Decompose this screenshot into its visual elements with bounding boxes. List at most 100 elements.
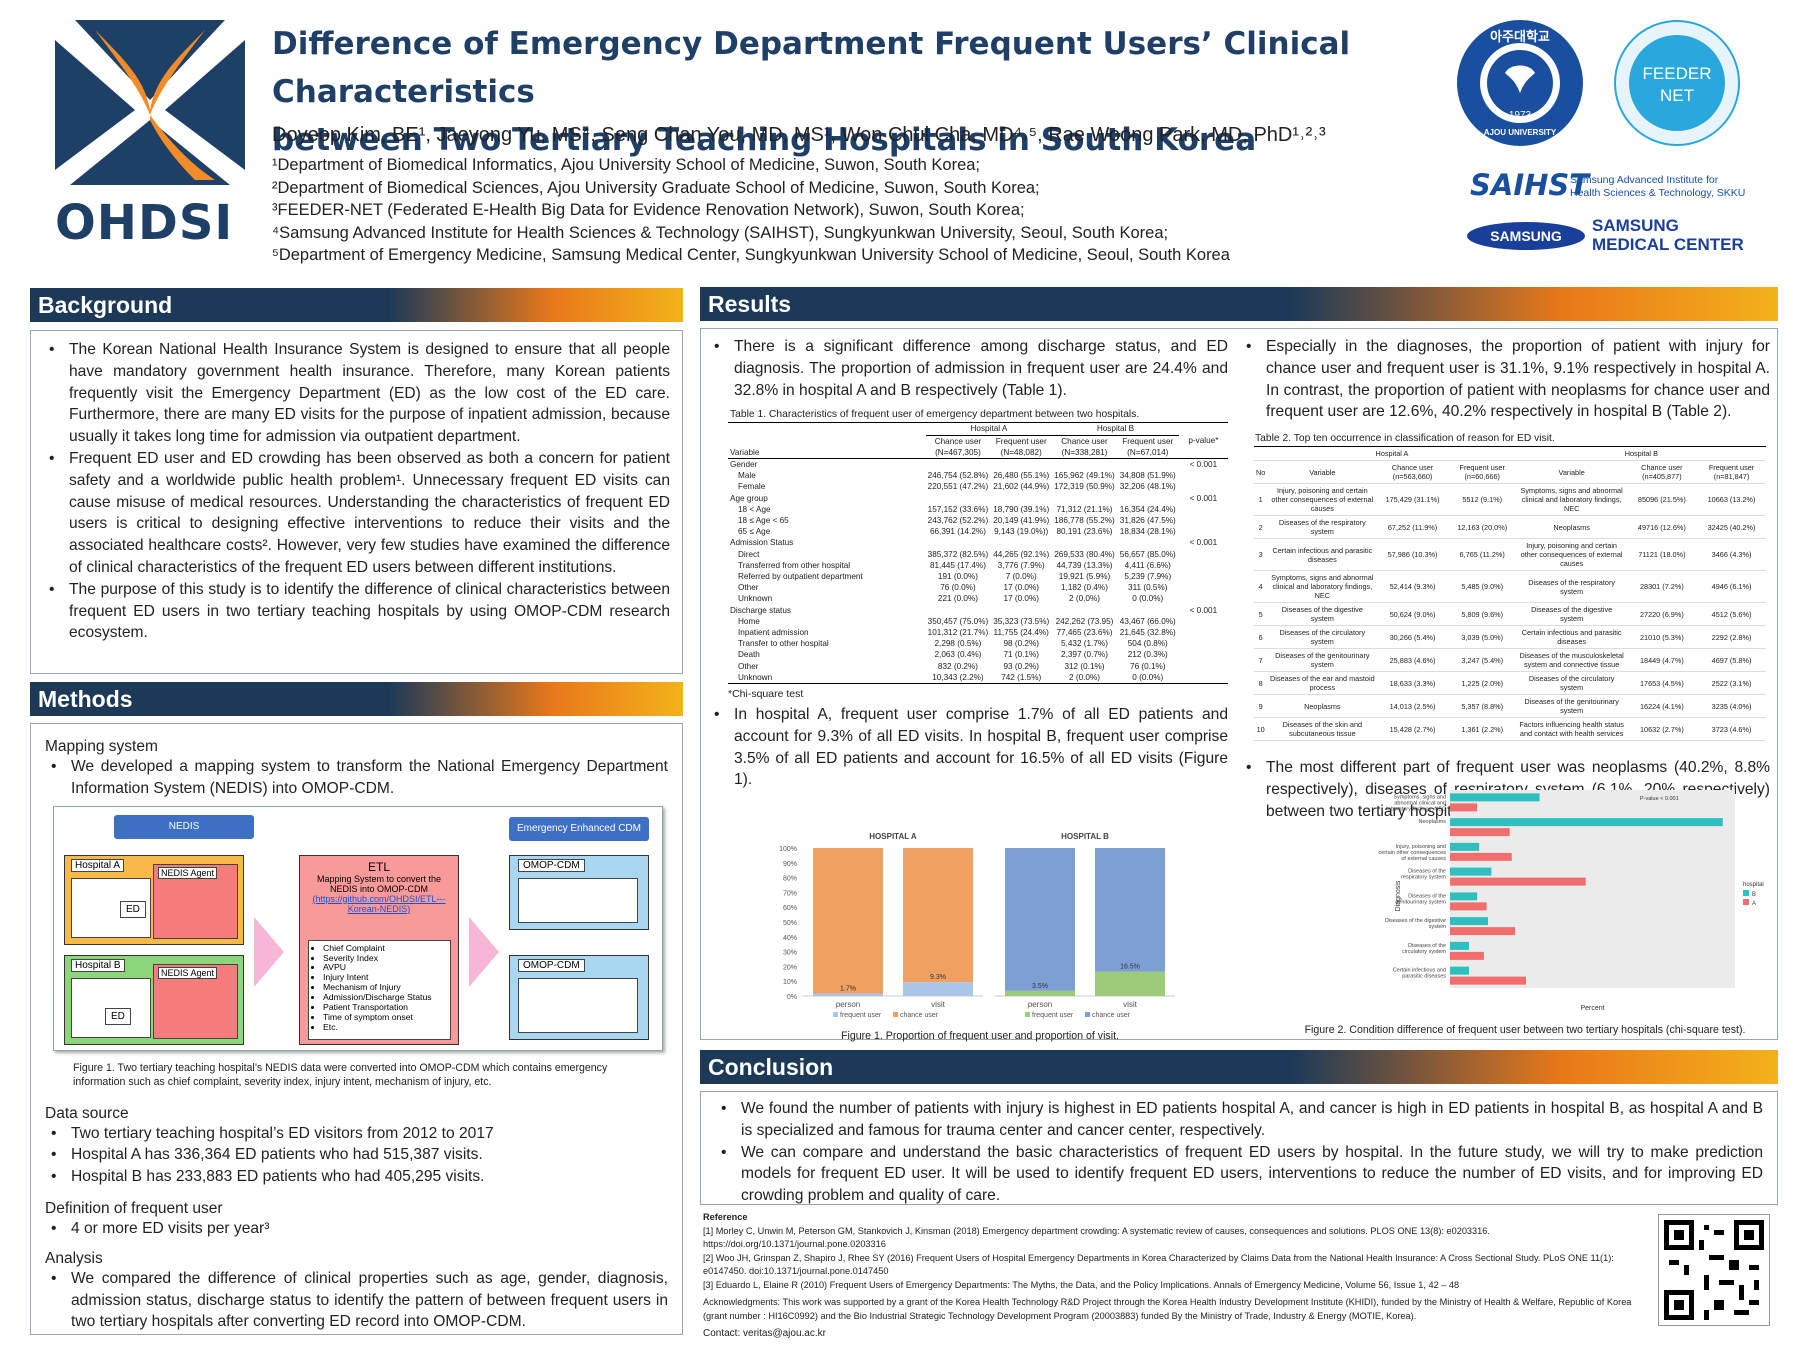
etl-link[interactable]: (https://github.com/OHDSI/ETL---Korean-N…: [312, 893, 446, 914]
table1-cell: 31,826 (47.5%): [1119, 516, 1176, 526]
x-tick-label: person: [1028, 1000, 1052, 1009]
etl-title: ETL: [367, 859, 390, 874]
table1-cell: 0 (0.0%): [1132, 672, 1164, 682]
x-tick-label: visit: [931, 1000, 946, 1009]
table1-hosp-a: Hospital A: [925, 422, 1053, 436]
bar-hospital-b: [1450, 966, 1469, 975]
etl-item: Mechanism of Injury: [323, 982, 446, 993]
table1-col: Frequent user (N=67,014): [1122, 436, 1174, 457]
poster-title: Difference of Emergency Department Frequ…: [272, 20, 1472, 164]
table2-cell: Neoplasms: [1516, 515, 1627, 540]
table1-cell: 34,808 (51.9%): [1119, 471, 1176, 481]
table2-cell: 12,163 (20.0%): [1447, 515, 1517, 540]
feedernet-text-1: FEEDER: [1642, 64, 1712, 83]
references: Reference [1] Morley C, Unwin M, Peterso…: [703, 1211, 1651, 1341]
y-axis-label: Diagnosis: [1395, 880, 1402, 911]
table2-cell: 18449 (4.7%): [1626, 648, 1698, 673]
table1-cell: < 0.001: [1189, 605, 1218, 615]
data-label: 16.5%: [1120, 964, 1140, 971]
bar-hospital-a: [1450, 927, 1516, 936]
table1-cell: Inpatient admission: [738, 628, 809, 638]
etl-item: Injury Intent: [323, 972, 446, 983]
results-bullet-2: In hospital A, frequent user comprise 1.…: [708, 704, 1228, 791]
bar-hospital-a: [1450, 852, 1512, 861]
table1-cell: 2 (0.0%): [1069, 672, 1100, 682]
table2-row: 1 Injury, poisoning and certain other con…: [1254, 483, 1766, 517]
table1-cell: [1179, 582, 1228, 593]
contact[interactable]: Contact: veritas@ajou.ac.kr: [703, 1328, 826, 1339]
table2-cell: 3,247 (5.4%): [1447, 648, 1517, 673]
etl-items: Chief Complaint Severity Index AVPU Inju…: [308, 939, 451, 1040]
table1-cell: 246,754 (52.8%): [927, 471, 989, 481]
table1-cell: Transferred from other hospital: [738, 560, 851, 570]
table2-cell: 10663 (13.2%): [1697, 483, 1766, 517]
table2-cell: 4946 (6.1%): [1697, 570, 1766, 604]
table1-cell: 269,533 (80.4%): [1054, 549, 1115, 559]
table2-cell: Symptoms, signs and abnormal clinical an…: [1516, 483, 1627, 517]
y-tick-label: 90%: [783, 861, 797, 868]
table1-cell: 504 (0.8%): [1127, 639, 1168, 649]
table2-freq-b: Frequent user (n=81,847): [1697, 460, 1766, 485]
ajou-year: 1973: [1508, 110, 1532, 121]
table1-cell: [926, 493, 991, 504]
table1-cell: 21,645 (32.8%): [1119, 628, 1176, 638]
bar-hospital-b: [1450, 892, 1478, 901]
table2-cell: 175,429 (31.1%): [1377, 483, 1448, 517]
table1-cell: [1052, 459, 1117, 471]
samsung-logo: SAMSUNG: [1467, 222, 1585, 250]
table1-cell: Age group: [730, 493, 768, 503]
title-line-1: Difference of Emergency Department Frequ…: [272, 26, 1351, 110]
table1-cell: 71 (0.1%): [1003, 650, 1039, 660]
table2-cell: 30,266 (5.4%): [1377, 625, 1448, 650]
table2-cell: 85096 (21.5%): [1626, 483, 1698, 517]
table2-cell: Diseases of the respiratory system: [1267, 515, 1378, 540]
table1-cell: 35,323 (73.5%): [993, 616, 1050, 626]
table2-cell: Certain infectious and parasitic disease…: [1516, 625, 1627, 650]
table1-cell: Admission Status: [730, 538, 794, 548]
table1-row: 18 < Age 157,152 (33.6%) 18,790 (39.1%) 71,…: [728, 504, 1228, 515]
table1-cell: 7 (0.0%): [1005, 572, 1037, 582]
table1-row: Unknown 221 (0.0%) 17 (0.0%) 2 (0.0%) 0 (0.0…: [728, 593, 1228, 604]
legend-swatch: [1743, 890, 1749, 896]
table1-cell: 312 (0.1%): [1064, 661, 1105, 671]
table1-cell: 9,143 (19.0%)): [994, 527, 1049, 537]
table1-cell: [1052, 605, 1117, 616]
bar-hospital-a: [1450, 976, 1526, 985]
table1-col: Frequent user (N=48,082): [995, 436, 1047, 457]
table1-cell: 350,457 (75.0%): [927, 616, 989, 626]
table1-cell: 93 (0.2%): [1003, 661, 1039, 671]
x-tick-label: visit: [1123, 1000, 1138, 1009]
legend-label: chance user: [1092, 1012, 1131, 1019]
table1-cell: 186,778 (55.2%): [1054, 516, 1115, 526]
table1-cell: Home: [738, 616, 760, 626]
table2-cell: 2: [1254, 515, 1268, 540]
etl-item: Chief Complaint: [323, 943, 446, 954]
etl-desc: Mapping System to convert the NEDIS into…: [316, 873, 442, 894]
table1-cell: 26,480 (55.1%): [993, 471, 1050, 481]
table2-caption: Table 2. Top ten occurrence in classific…: [1255, 433, 1555, 445]
data-source-bullet: Hospital B has 233,883 ED patients who h…: [45, 1166, 668, 1188]
table1-cell: [990, 537, 1052, 548]
table1-col: Chance user (N=338,281): [1061, 436, 1108, 457]
table2-cell: Diseases of the genitourinary system: [1516, 694, 1627, 719]
reference-title: Reference: [703, 1212, 748, 1222]
table1-cell: [1179, 549, 1228, 560]
table1-cell: [1179, 560, 1228, 571]
table1-cell: 20,149 (41.9%): [993, 516, 1050, 526]
affiliation-3: ³FEEDER-NET (Federated E-Health Big Data…: [272, 201, 1025, 220]
nedis-label: NEDIS: [114, 814, 254, 839]
legend-label: A: [1752, 901, 1756, 907]
table1-cell: [926, 459, 991, 471]
table2-cell: 16224 (4.1%): [1626, 694, 1698, 719]
qr-code-icon[interactable]: [1658, 1214, 1770, 1326]
bar-hospital-b: [1450, 818, 1723, 827]
results-left: There is a significant difference among …: [708, 336, 1228, 791]
results-box: [700, 328, 1778, 1040]
y-tick-label: Neoplasms: [1418, 819, 1446, 825]
legend-swatch: [833, 1012, 838, 1017]
results-bullet-3: Especially in the diagnoses, the proport…: [1240, 336, 1770, 423]
table2-cell: 2292 (2.8%): [1697, 625, 1766, 650]
background-heading: Background: [30, 288, 683, 322]
table2-cell: 1: [1254, 483, 1268, 517]
hospital-a-ed: ED: [120, 900, 146, 918]
